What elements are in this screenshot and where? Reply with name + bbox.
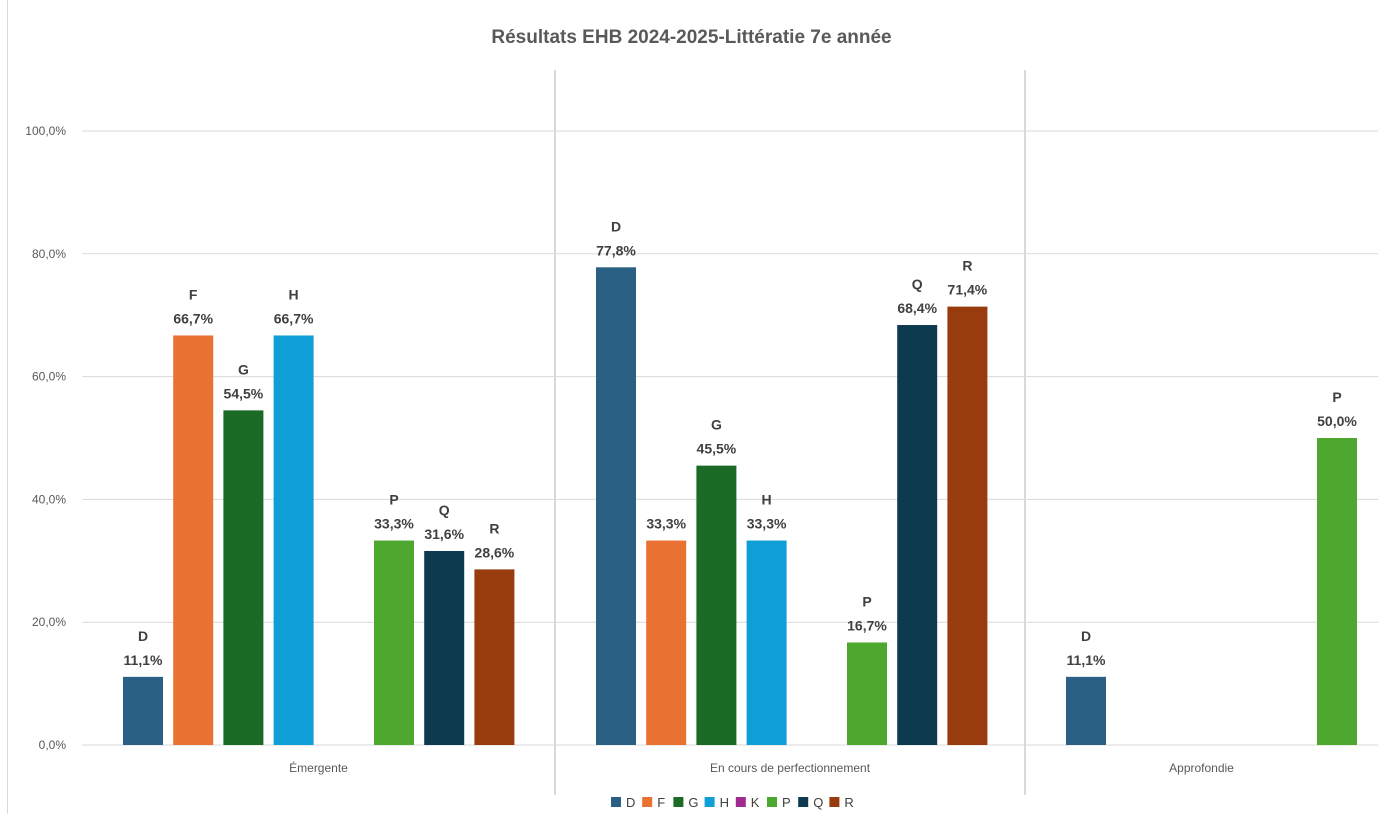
category-label: Approfondie [1169, 761, 1234, 775]
chart-border [7, 0, 8, 814]
category-label: En cours de perfectionnement [710, 761, 871, 775]
legend-swatch [767, 797, 777, 807]
data-label-series-name: H [289, 286, 299, 302]
legend-label: K [751, 795, 760, 810]
data-label-series-name: Q [439, 502, 450, 518]
data-label-series-name: P [389, 492, 398, 508]
bar [596, 267, 636, 745]
bar [223, 410, 264, 745]
y-tick-label: 80,0% [32, 247, 66, 261]
legend-label: D [626, 795, 635, 810]
y-tick-label: 0,0% [39, 738, 67, 752]
data-label-series-name: R [489, 520, 499, 536]
data-label-series-name: R [962, 258, 972, 274]
data-label-series-name: H [762, 492, 772, 508]
data-label: 68,4% [897, 300, 937, 316]
data-label: 77,8% [596, 242, 636, 258]
data-label-series-name: D [138, 628, 148, 644]
bar [646, 540, 687, 745]
data-label: 54,5% [224, 385, 264, 401]
legend-swatch [642, 797, 653, 807]
y-tick-label: 100,0% [25, 124, 66, 138]
bar [847, 642, 887, 745]
y-tick-label: 20,0% [32, 615, 66, 629]
legend-label: G [688, 795, 698, 810]
bar [273, 335, 314, 745]
data-label-series-name: P [862, 593, 871, 609]
bar [897, 325, 938, 745]
legend-label: F [657, 795, 665, 810]
bar [746, 540, 787, 745]
data-label-series-name: G [238, 361, 249, 377]
data-label: 16,7% [847, 617, 887, 633]
legend-label: Q [813, 795, 823, 810]
bar [173, 335, 214, 745]
bar [474, 569, 515, 745]
legend-label: P [782, 795, 791, 810]
data-label: 71,4% [948, 282, 988, 298]
legend-swatch [673, 797, 684, 807]
data-label-series-name: P [1332, 389, 1341, 405]
legend-swatch [611, 797, 621, 807]
data-label-series-name: Q [912, 276, 923, 292]
data-label: 28,6% [475, 544, 515, 560]
data-label-series-name: D [611, 218, 621, 234]
bar [123, 676, 163, 745]
data-label-series-name: D [1081, 628, 1091, 644]
data-label: 33,3% [646, 516, 686, 532]
data-label: 11,1% [1067, 652, 1106, 668]
data-label-series-name: F [189, 286, 198, 302]
data-label: 33,3% [374, 516, 414, 532]
data-label: 50,0% [1317, 413, 1357, 429]
legend-label: R [844, 795, 853, 810]
chart-title: Résultats EHB 2024-2025-Littératie 7e an… [491, 27, 892, 48]
bar [947, 306, 988, 745]
data-label: 11,1% [124, 652, 163, 668]
category-label: Émergente [289, 760, 348, 775]
legend-swatch [704, 797, 715, 807]
legend-swatch [829, 797, 840, 807]
bar [1066, 676, 1106, 745]
y-tick-label: 40,0% [32, 492, 66, 506]
data-label: 31,6% [424, 526, 464, 542]
data-label-series-name: G [711, 417, 722, 433]
bar [424, 550, 465, 745]
legend-label: H [720, 795, 729, 810]
bar [374, 540, 414, 745]
bar [1317, 438, 1357, 745]
legend-swatch [798, 797, 809, 807]
data-label: 66,7% [274, 310, 314, 326]
data-label: 66,7% [173, 310, 213, 326]
y-tick-label: 60,0% [32, 370, 66, 384]
bar [696, 465, 737, 745]
data-label: 33,3% [747, 516, 787, 532]
data-label: 45,5% [697, 441, 737, 457]
legend-swatch [735, 797, 746, 807]
